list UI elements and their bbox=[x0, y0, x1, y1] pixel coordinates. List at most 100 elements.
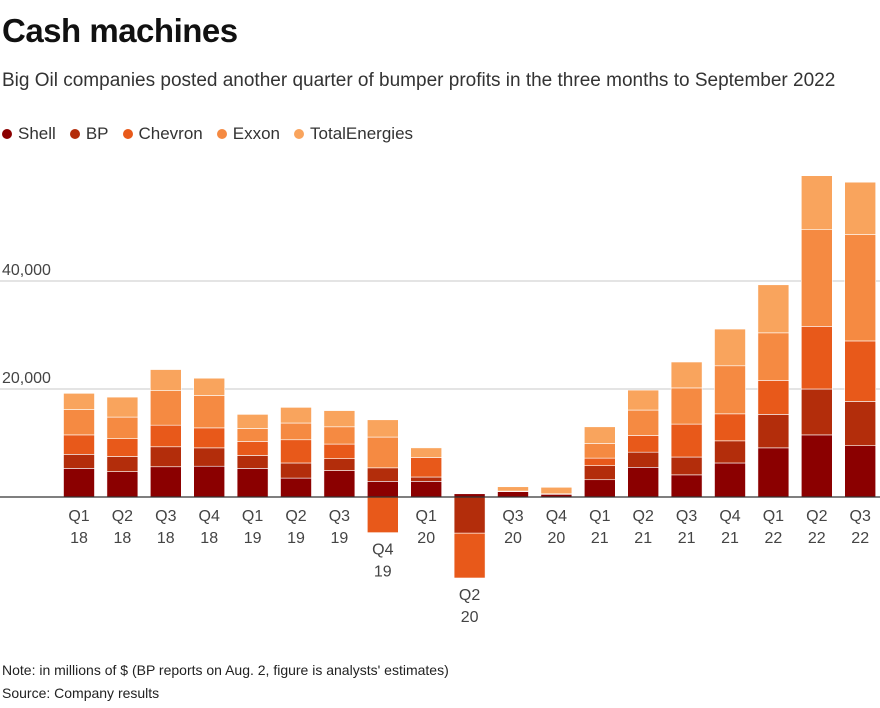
bar-segment-totalenergies bbox=[366, 419, 399, 438]
bar-segment-shell bbox=[63, 468, 95, 498]
bar-segment-exxon bbox=[323, 426, 356, 445]
legend-label-exxon: Exxon bbox=[232, 124, 281, 143]
bar-segment-bp bbox=[106, 456, 139, 472]
x-tick-label-quarter: Q1 bbox=[589, 508, 610, 525]
bar-segment-totalenergies bbox=[323, 410, 356, 428]
x-tick-label-quarter: Q3 bbox=[329, 508, 350, 525]
stacked-bar-chart: 20,000 40,000 Q1 18 Q2 18 Q3 18 Q4 18 Q1 19 Q2 19 Q3 19… bbox=[0, 175, 880, 626]
bar-segment-chevron bbox=[844, 340, 877, 402]
bar-segment-totalenergies bbox=[670, 361, 703, 389]
x-tick-label-year: 19 bbox=[374, 564, 392, 581]
legend-label-shell: Shell bbox=[18, 124, 56, 143]
x-tick-label-quarter: Q3 bbox=[676, 508, 697, 525]
bar-segment-shell bbox=[193, 465, 225, 498]
legend-label-totalenergies: TotalEnergies bbox=[310, 124, 414, 143]
bar-segment-chevron bbox=[583, 457, 616, 466]
chart-note: Note: in millions of $ (BP reports on Au… bbox=[2, 662, 449, 678]
chart-source: Source: Company results bbox=[2, 685, 160, 701]
bar-segment-totalenergies bbox=[497, 486, 529, 492]
bar-segment-bp bbox=[323, 458, 356, 471]
x-tick-label-year: 19 bbox=[244, 530, 262, 547]
bar-segment-bp bbox=[583, 465, 616, 481]
bar-segment-exxon bbox=[800, 229, 833, 327]
bar-segment-chevron bbox=[800, 326, 833, 390]
bar-segment-chevron bbox=[757, 380, 790, 415]
bar-segment-totalenergies bbox=[193, 377, 225, 396]
bar-segment-totalenergies bbox=[757, 284, 790, 334]
bar-segment-bp bbox=[757, 414, 790, 449]
legend: Shell BP Chevron Exxon TotalEnergies bbox=[2, 124, 427, 144]
legend-item-exxon: Exxon bbox=[216, 124, 281, 144]
bar-segment-exxon bbox=[757, 332, 790, 381]
x-tick-label-year: 21 bbox=[721, 530, 739, 547]
x-tick-label-quarter: Q4 bbox=[719, 508, 740, 525]
bar-segment-exxon bbox=[366, 436, 399, 469]
bar-segment-totalenergies bbox=[106, 396, 139, 418]
bar-segment-chevron bbox=[280, 439, 312, 464]
chart-subtitle: Big Oil companies posted another quarter… bbox=[2, 70, 836, 91]
bar-segment-bp bbox=[236, 455, 269, 469]
x-tick-label-year: 19 bbox=[287, 530, 305, 547]
x-tick-label-quarter: Q2 bbox=[112, 508, 133, 525]
bar-segment-totalenergies bbox=[410, 447, 443, 458]
bar-segment-shell bbox=[150, 466, 182, 498]
x-tick-label-year: 20 bbox=[504, 530, 522, 547]
bar-segment-bp bbox=[366, 467, 399, 482]
bar-segment-shell bbox=[410, 481, 443, 498]
x-tick-label-quarter: Q1 bbox=[763, 508, 784, 525]
x-tick-label-quarter: Q1 bbox=[68, 508, 89, 525]
bar-segment-totalenergies bbox=[63, 393, 95, 410]
bar-segment-exxon bbox=[193, 395, 225, 429]
x-tick-label-year: 21 bbox=[591, 530, 609, 547]
legend-item-totalenergies: TotalEnergies bbox=[294, 124, 413, 144]
bar-segment-shell bbox=[323, 470, 356, 498]
x-tick-label-quarter: Q4 bbox=[372, 542, 393, 559]
bar-segment-shell bbox=[366, 481, 399, 498]
bar-segment-chevron bbox=[627, 435, 660, 453]
x-tick-label-year: 18 bbox=[114, 530, 132, 547]
x-tick-label-year: 22 bbox=[765, 530, 783, 547]
bar-segment-chevron bbox=[670, 423, 703, 458]
x-tick-label-year: 22 bbox=[808, 530, 826, 547]
bar-segment-bp bbox=[410, 476, 443, 482]
bar-segment-bp bbox=[280, 462, 312, 479]
bar-segment-shell bbox=[714, 462, 746, 498]
bar-segment-exxon bbox=[627, 409, 660, 436]
x-tick-label-quarter: Q4 bbox=[199, 508, 220, 525]
x-tick-label-year: 20 bbox=[548, 530, 566, 547]
x-tick-label-year: 18 bbox=[157, 530, 175, 547]
bar-segment-chevron bbox=[193, 427, 225, 449]
bar-segment-totalenergies bbox=[236, 414, 269, 429]
x-tick-label-year: 18 bbox=[70, 530, 88, 547]
bar-segment-bp bbox=[844, 401, 877, 446]
bar-segment-shell bbox=[280, 477, 312, 498]
bar-segment-exxon bbox=[106, 416, 139, 439]
bar-segment-bp bbox=[63, 454, 95, 469]
bar-segment-shell bbox=[236, 468, 269, 498]
x-tick-label-year: 21 bbox=[634, 530, 652, 547]
bar-segment-bp bbox=[453, 496, 486, 534]
legend-item-chevron: Chevron bbox=[122, 124, 203, 144]
bar-segment-shell bbox=[800, 434, 833, 498]
x-tick-label-year: 21 bbox=[678, 530, 696, 547]
x-tick-label-quarter: Q2 bbox=[806, 508, 827, 525]
legend-swatch-shell bbox=[2, 129, 12, 139]
bar-segment-totalenergies bbox=[540, 486, 573, 495]
bar-segment-exxon bbox=[670, 387, 703, 425]
bar-segment-chevron bbox=[63, 434, 95, 455]
bar-segment-shell bbox=[844, 445, 877, 498]
bar-segment-bp bbox=[670, 456, 703, 476]
x-tick-label-quarter: Q4 bbox=[546, 508, 567, 525]
bar-segment-chevron bbox=[453, 532, 486, 579]
bar-segment-totalenergies bbox=[844, 181, 877, 235]
legend-item-shell: Shell bbox=[2, 124, 56, 144]
legend-swatch-exxon bbox=[216, 129, 227, 139]
bar-segment-bp bbox=[193, 447, 225, 467]
legend-item-bp: BP bbox=[69, 124, 109, 144]
x-tick-label-year: 20 bbox=[461, 609, 479, 626]
bar-segment-bp bbox=[627, 451, 660, 468]
x-tick-label-quarter: Q2 bbox=[633, 508, 654, 525]
bar-segment-totalenergies bbox=[714, 328, 746, 367]
bar-segment-chevron bbox=[106, 438, 139, 457]
bar-segment-chevron bbox=[323, 443, 356, 459]
